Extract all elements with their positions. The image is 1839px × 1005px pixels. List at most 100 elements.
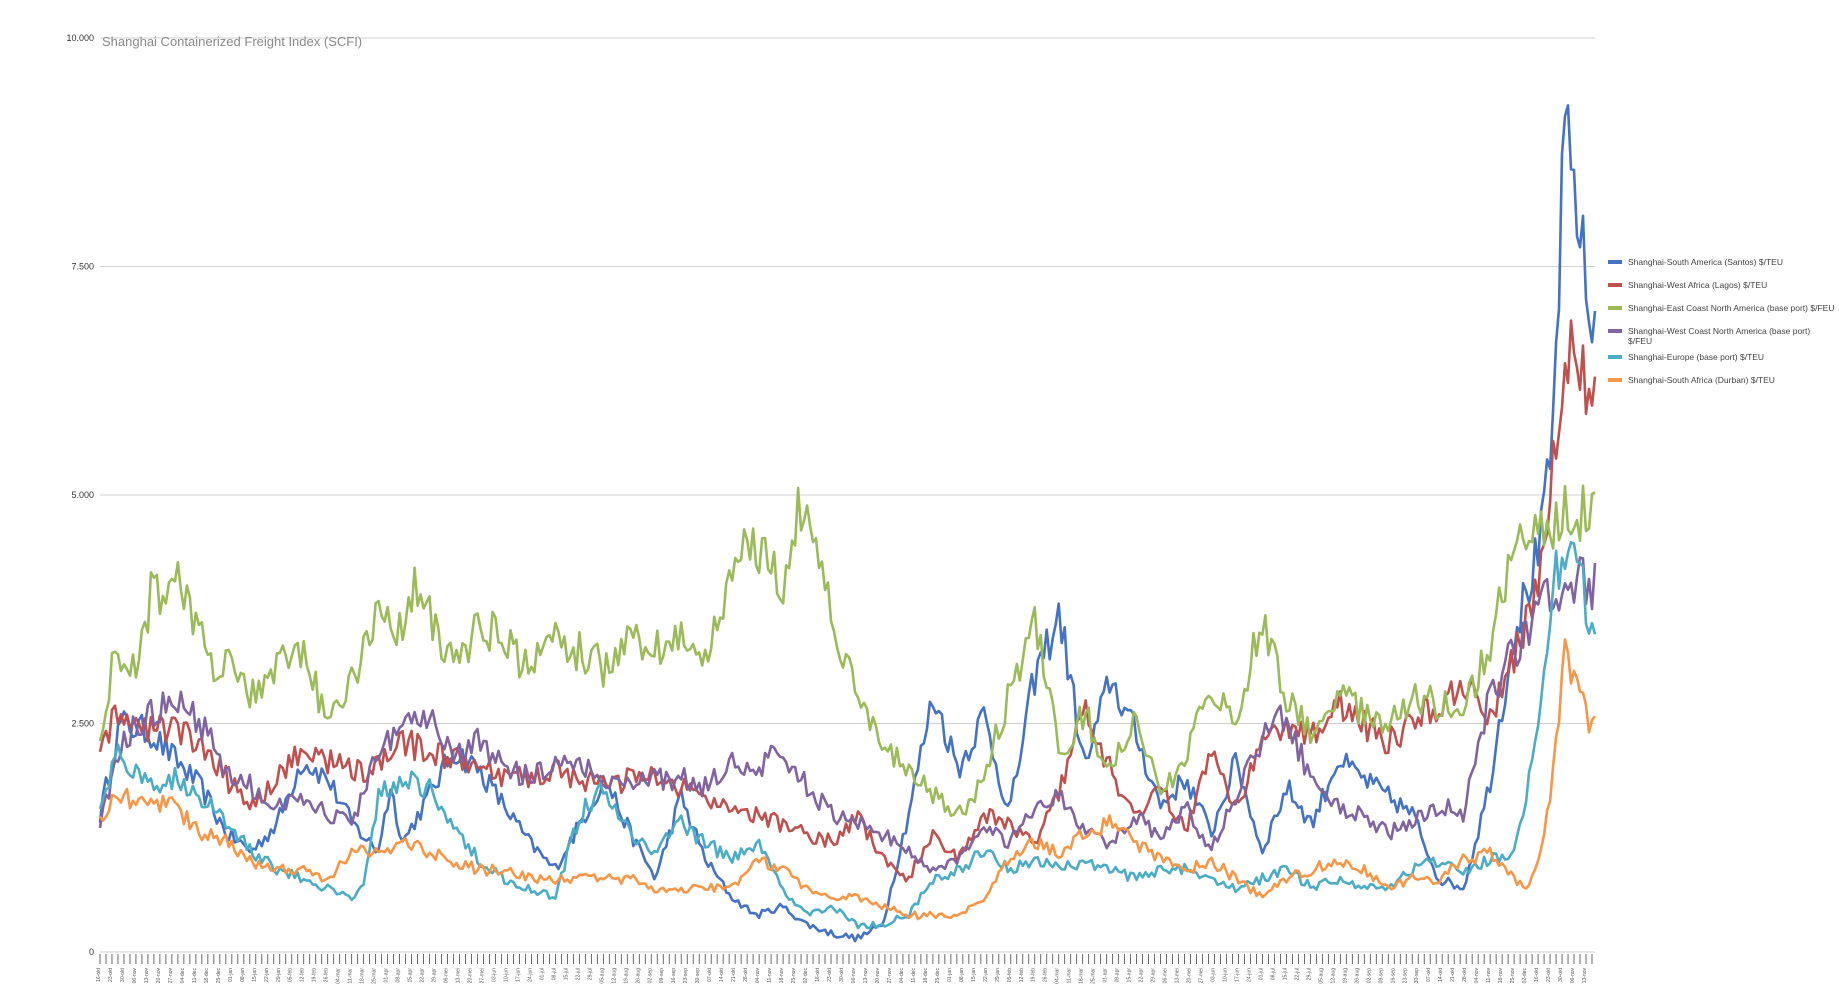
x-tick-label: 18-mar <box>1079 968 1085 984</box>
x-tick-label: 24-jun <box>527 968 533 982</box>
x-tick-label: 07-okt <box>707 967 713 982</box>
x-tick-label: 18-dec <box>923 968 929 984</box>
x-tick-label: 23-okt <box>108 967 114 982</box>
x-tick-label: 06-mei <box>444 968 450 983</box>
x-tick-label: 27-nov <box>168 968 174 984</box>
x-tick-label: 05-feb <box>288 968 294 982</box>
x-tick-label: 19-feb <box>312 968 318 982</box>
series-line-5 <box>98 540 1597 930</box>
series-line-4 <box>98 556 1597 874</box>
x-tick-label: 22-jan <box>264 968 270 982</box>
x-tick-label: 22-apr <box>420 968 426 983</box>
x-tick-label: 11-dec <box>192 968 198 983</box>
legend-swatch <box>1608 329 1622 333</box>
x-tick-label: 22-apr <box>1139 968 1145 983</box>
x-tick-label: 08-jul <box>1270 968 1276 980</box>
x-tick-label: 11-nov <box>1486 967 1492 982</box>
x-tick-label: 17-jun <box>515 968 521 982</box>
y-tick-label: 10.000 <box>66 33 94 43</box>
x-tick-label: 21-okt <box>1450 967 1456 982</box>
x-tick-label: 11-nov <box>767 968 773 983</box>
x-tick-label: 13-mei <box>1175 968 1181 983</box>
x-tick-label: 29-jul <box>1306 968 1312 980</box>
legend-label: Shanghai-West Africa (Lagos) $/TEU <box>1628 280 1767 290</box>
x-tick-label: 29-jul <box>587 968 593 980</box>
x-tick-label: 26-aug <box>1354 968 1360 984</box>
x-tick-label: 04-dec <box>180 968 186 984</box>
x-tick-label: 03-jun <box>492 968 498 982</box>
x-tick-label: 28-okt <box>1462 967 1468 982</box>
x-tick-label: 14-okt <box>719 967 725 982</box>
x-axis-tick-labels: 16-okt 23-okt 30-okt 06-nov 13-nov 20-nov 27-n… <box>96 967 1588 984</box>
x-tick-label: 26-feb <box>324 968 330 982</box>
x-tick-label: 12-aug <box>611 968 617 984</box>
legend-swatch <box>1608 283 1622 287</box>
y-tick-label: 0 <box>89 947 94 957</box>
x-tick-label: 18-nov <box>1498 967 1504 983</box>
x-tick-label: 30-okt <box>120 967 126 982</box>
x-tick-label: 25-mar <box>372 968 378 984</box>
series-line-2 <box>98 319 1597 883</box>
x-tick-label: 25-nov <box>791 968 797 984</box>
x-tick-label: 08-jan <box>959 968 965 982</box>
x-tick-label: 16-sep <box>1390 968 1396 984</box>
x-tick-label: 08-jul <box>551 968 557 980</box>
x-tick-label: 28-okt <box>743 967 749 982</box>
x-tick-label: 23-okt <box>1546 967 1552 982</box>
x-tick-label: 10-jun <box>504 968 510 982</box>
y-tick-label: 5.000 <box>71 490 94 500</box>
x-tick-label: 25-dec <box>935 968 941 984</box>
series-lines <box>98 104 1597 943</box>
x-tick-label: 08-jan <box>240 968 246 982</box>
x-tick-label: 23-sep <box>1402 968 1408 984</box>
x-tick-label: 29-apr <box>432 968 438 983</box>
x-tick-label: 11-mar <box>348 968 354 984</box>
x-tick-label: 10-jun <box>1223 968 1229 982</box>
x-tick-label: 11-dec <box>911 967 917 982</box>
x-tick-label: 06-nov <box>1570 967 1576 983</box>
x-tick-label: 23-sep <box>683 968 689 984</box>
x-tick-label: 19-feb <box>1031 968 1037 982</box>
x-tick-label: 15-jul <box>1282 968 1288 980</box>
x-tick-label: 05-feb <box>1007 968 1013 982</box>
x-tick-label: 16-okt <box>1534 967 1540 982</box>
x-tick-label: 26-aug <box>635 968 641 984</box>
x-tick-label: 12-feb <box>1019 968 1025 982</box>
x-tick-label: 02-sep <box>1366 968 1372 984</box>
chart-title: Shanghai Containerized Freight Index (SC… <box>102 34 362 49</box>
x-tick-label: 01-jan <box>228 968 234 982</box>
x-tick-label: 15-jan <box>252 968 258 982</box>
x-tick-label: 15-apr <box>408 968 414 983</box>
x-tick-label: 30-sep <box>1414 968 1420 984</box>
legend-swatch <box>1608 260 1622 264</box>
x-tick-label: 20-nov <box>156 967 162 983</box>
x-tick-label: 01-jan <box>947 968 953 982</box>
x-tick-label: 21-okt <box>731 967 737 982</box>
x-tick-label: 25-dec <box>216 967 222 983</box>
x-tick-label: 01-apr <box>1103 968 1109 983</box>
x-tick-label: 18-dec <box>204 968 210 984</box>
x-tick-label: 02-sep <box>647 968 653 984</box>
x-tick-label: 03-jun <box>1211 968 1217 982</box>
x-tick-label: 09-sep <box>1378 968 1384 984</box>
x-tick-label: 18-nov <box>779 968 785 984</box>
x-tick-label: 09-sep <box>659 968 665 984</box>
x-tick-label: 18-mar <box>360 968 366 984</box>
series-line-6 <box>98 638 1597 921</box>
x-tick-label: 30-okt <box>1558 967 1564 982</box>
x-tick-label: 24-jun <box>1247 968 1253 982</box>
series-line-1 <box>98 104 1597 943</box>
x-tick-label: 16-okt <box>96 967 102 982</box>
x-tick-label: 22-jan <box>983 968 989 982</box>
x-tick-label: 20-mei <box>1187 968 1193 983</box>
x-tick-label: 27-mei <box>480 968 486 983</box>
x-tick-label: 30-sep <box>695 968 701 984</box>
x-tick-label: 11-mar <box>1067 968 1073 984</box>
x-tick-label: 17-jun <box>1235 968 1241 982</box>
x-axis-ticks <box>99 954 1593 964</box>
x-tick-label: 01-apr <box>384 968 390 983</box>
x-tick-label: 13-mei <box>456 968 462 983</box>
x-tick-label: 16-sep <box>671 968 677 984</box>
legend-label: Shanghai-South America (Santos) $/TEU <box>1628 257 1783 267</box>
